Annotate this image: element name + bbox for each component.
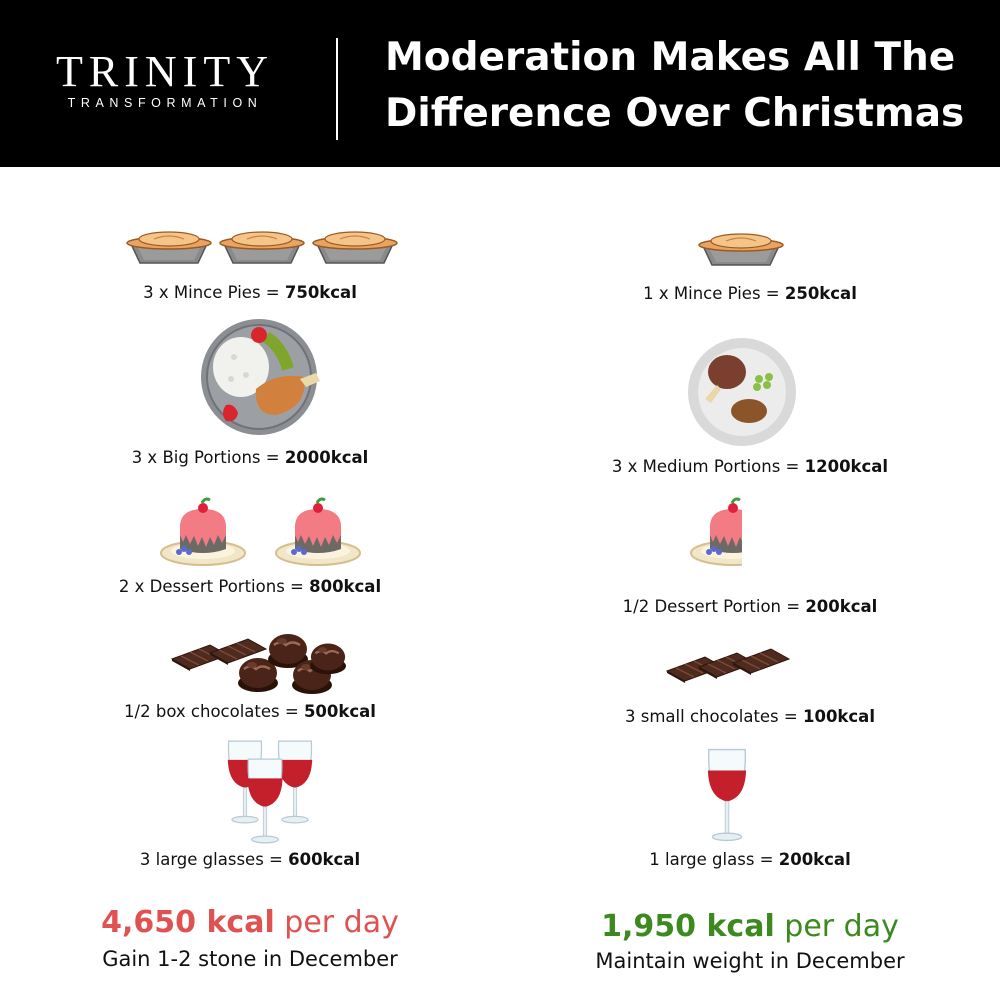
brand-logo-name: TRINITY <box>56 47 274 96</box>
right-verdict: Maintain weight in December <box>595 949 905 973</box>
right-item-caption: 1 x Mince Pies = 250kcal <box>643 284 857 303</box>
mince-pie-icon <box>126 231 398 264</box>
mince-pie-icon <box>698 233 784 266</box>
right-item-caption: 1/2 Dessert Portion = 200kcal <box>622 597 878 616</box>
chocolates-icon <box>666 648 790 683</box>
dessert-cake-icon <box>159 497 362 567</box>
page-title-line-1: Moderation Makes All The <box>385 35 956 80</box>
brand-logo-tagline: TRANSFORMATION <box>67 96 263 110</box>
wine-glass-icon <box>707 748 747 842</box>
dinner-plate-icon <box>688 338 796 446</box>
header-divider <box>336 38 338 140</box>
excess-column: 3 x Mince Pies = 750kcal 3 x Big Portion… <box>0 167 500 998</box>
right-item-caption: 3 small chocolates = 100kcal <box>625 707 875 726</box>
right-item-caption: 3 x Medium Portions = 1200kcal <box>611 457 889 476</box>
right-item-caption: 1 large glass = 200kcal <box>649 850 851 869</box>
left-item-caption: 1/2 box chocolates = 500kcal <box>124 702 376 721</box>
dessert-cake-icon <box>689 497 742 567</box>
chocolates-icon <box>171 632 348 695</box>
right-total: 1,950 kcal per day <box>601 909 899 944</box>
header-banner: TRINITY TRANSFORMATION Moderation Makes … <box>0 0 1000 167</box>
wine-glass-icon <box>227 740 313 844</box>
left-item-caption: 3 x Mince Pies = 750kcal <box>143 283 357 302</box>
page-title: Moderation Makes All The Difference Over… <box>385 30 985 142</box>
left-item-caption: 3 x Big Portions = 2000kcal <box>131 448 369 467</box>
left-item-caption: 3 large glasses = 600kcal <box>139 850 361 869</box>
dinner-plate-icon <box>201 319 320 435</box>
left-verdict: Gain 1-2 stone in December <box>102 947 398 971</box>
left-item-caption: 2 x Dessert Portions = 800kcal <box>118 577 382 596</box>
left-total: 4,650 kcal per day <box>101 905 399 940</box>
page-title-line-2: Difference Over Christmas <box>385 91 965 136</box>
moderate-column: 1 x Mince Pies = 250kcal 3 x Medium Port… <box>500 167 1000 998</box>
